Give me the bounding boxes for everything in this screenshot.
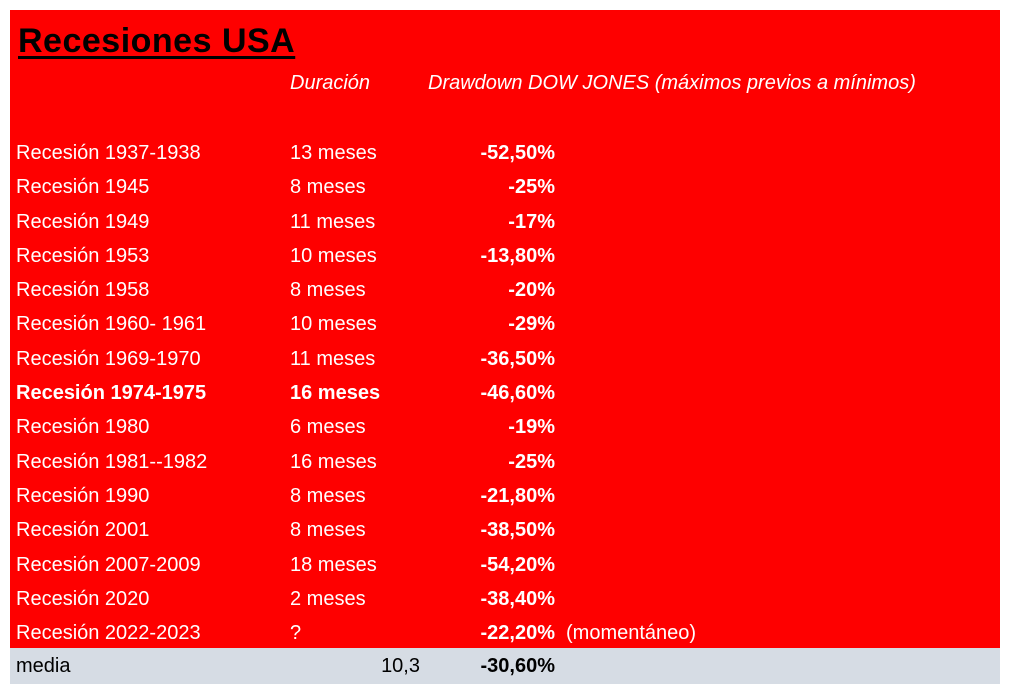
table-row: Recesión 1949 11 meses -17% [10,205,1000,239]
table-row: Recesión 1980 6 meses -19% [10,410,1000,444]
drawdown-header: Drawdown DOW JONES (máximos previos a mí… [428,72,916,94]
row-duration: 8 meses [290,176,366,199]
row-duration: ? [290,622,302,645]
row-duration: 13 meses [290,142,377,164]
row-drawdown: -21,80% [480,484,556,507]
average-drawdown: -30,60% [480,655,556,677]
row-name: Recesión 2001 [16,519,150,542]
row-name: Recesión 1949 [16,210,150,233]
row-duration: 8 meses [290,484,366,507]
footer-label: media [16,655,71,677]
row-duration: 16 meses [290,382,381,405]
row-name: Recesión 1969-1970 [16,347,201,370]
row-drawdown: -13,80% [480,244,556,267]
row-drawdown: -25% [508,176,555,199]
row-name: Recesión 2022-2023 [16,622,201,645]
table-row: Recesión 1958 8 meses -20% [10,273,1000,307]
table-background: Recesiones USA Duración Drawdown DOW JON… [10,10,1000,648]
page-title: Recesiones USA [18,22,296,60]
row-duration: 10 meses [290,244,377,267]
row-name: Recesión 1990 [16,484,150,507]
table-row: Recesión 1981--1982 16 meses -25% [10,445,1000,479]
row-name: Recesión 1981--1982 [16,450,208,473]
row-name: Recesión 2020 [16,587,150,610]
table-row: Recesión 1974-1975 16 meses -46,60% [10,376,1000,410]
row-duration: 18 meses [290,553,377,576]
row-drawdown: -20% [508,279,555,302]
row-drawdown: -29% [508,313,555,336]
table-row: Recesión 1960- 1961 10 meses -29% [10,307,1000,341]
row-name: Recesión 1958 [16,279,150,302]
row-drawdown: -38,40% [480,587,556,610]
table-row: Recesión 2007-2009 18 meses -54,20% [10,548,1000,582]
table-row: Recesión 1945 8 meses -25% [10,170,1000,204]
duration-header: Duración [290,72,371,94]
table-row: Recesión 1990 8 meses -21,80% [10,479,1000,513]
row-duration: 16 meses [290,450,377,473]
row-duration: 8 meses [290,519,366,542]
recessions-table: Recesiones USA Duración Drawdown DOW JON… [10,10,1000,684]
row-name: Recesión 1980 [16,416,150,439]
footer-row: media 10,3 -30,60% [10,648,1000,684]
row-duration: 11 meses [290,210,376,233]
row-name: Recesión 1945 [16,176,150,199]
row-duration: 8 meses [290,279,366,302]
row-drawdown: -19% [508,416,555,439]
table-row: Recesión 1969-1970 11 meses -36,50% [10,342,1000,376]
row-note: (momentáneo) [566,622,697,645]
table-row: Recesión 2001 8 meses -38,50% [10,513,1000,547]
table-body: Recesión 1937-1938 13 meses -52,50% Recesió… [10,136,1000,650]
row-duration: 6 meses [290,416,366,439]
row-name: Recesión 1953 [16,244,150,267]
table-row: Recesión 2020 2 meses -38,40% [10,582,1000,616]
row-drawdown: -25% [508,450,555,473]
row-drawdown: -46,60% [480,382,556,405]
row-name: Recesión 1974-1975 [16,382,207,405]
row-drawdown: -17% [508,210,555,233]
row-duration: 10 meses [290,313,377,336]
row-name: Recesión 1937-1938 [16,142,201,164]
row-drawdown: -36,50% [480,347,556,370]
average-duration: 10,3 [381,655,420,677]
table-row: Recesión 2022-2023? -22,20% (momentáneo) [10,616,1000,650]
row-duration: 11 meses [290,347,376,370]
row-drawdown: -22,20% [480,622,556,645]
row-name: Recesión 2007-2009 [16,553,201,576]
row-drawdown: -38,50% [480,519,556,542]
table-row: Recesión 1953 10 meses -13,80% [10,239,1000,273]
row-name: Recesión 1960- 1961 [16,313,207,336]
row-drawdown: -52,50% [480,142,556,164]
table-row: Recesión 1937-1938 13 meses -52,50% [10,136,1000,170]
row-duration: 2 meses [290,587,366,610]
row-drawdown: -54,20% [480,553,556,576]
